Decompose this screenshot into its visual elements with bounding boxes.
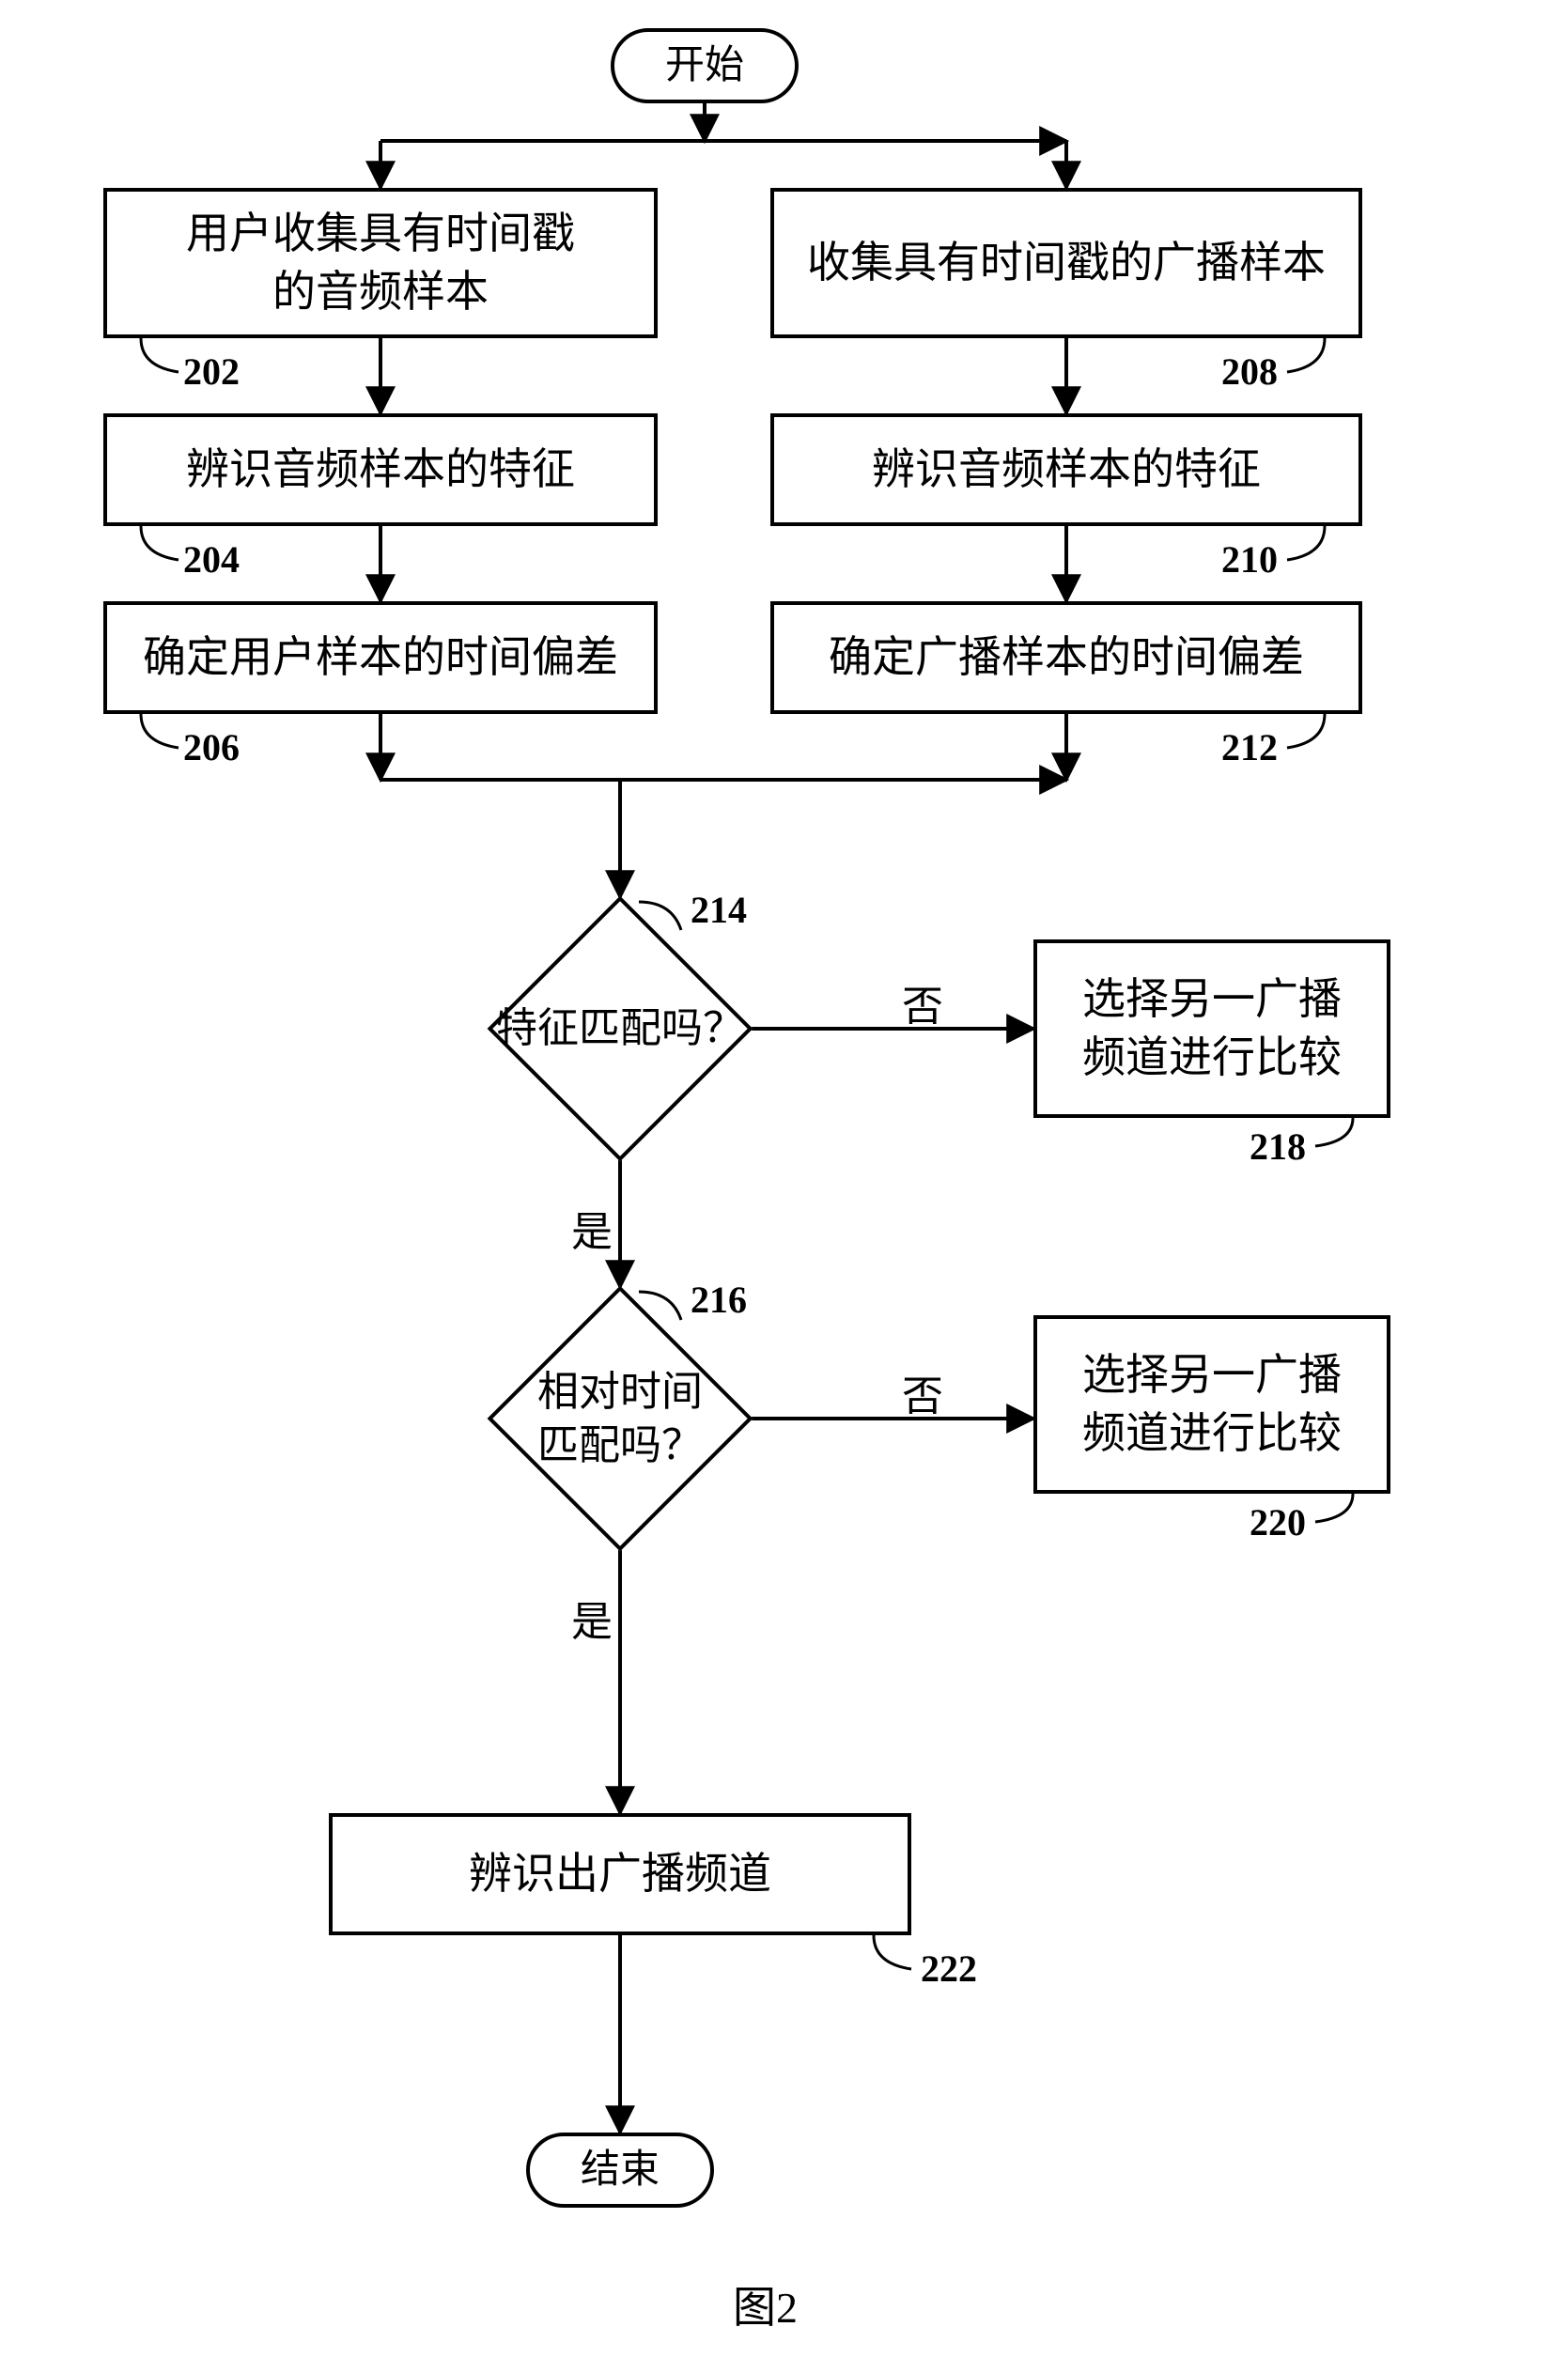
ref-204: 204 [183, 537, 240, 582]
process-204-text: 辨识音频样本的特征 [186, 441, 575, 499]
process-204: 辨识音频样本的特征 [103, 413, 658, 526]
ref-202: 202 [183, 349, 240, 394]
process-206-text: 确定用户样本的时间偏差 [143, 628, 618, 687]
process-208-text: 收集具有时间戳的广播样本 [807, 234, 1326, 292]
ref-208: 208 [1221, 349, 1278, 394]
ref-210: 210 [1221, 537, 1278, 582]
ref-216: 216 [691, 1278, 747, 1322]
process-218-text: 选择另一广播 频道进行比较 [1082, 970, 1342, 1087]
ref-212: 212 [1221, 725, 1278, 769]
decision-214-label: 特征匹配吗？ [496, 1001, 744, 1055]
start-label: 开始 [665, 39, 744, 93]
edge-214-no: 否 [902, 972, 943, 1032]
terminal-end: 结束 [526, 2133, 714, 2208]
ref-220: 220 [1250, 1500, 1306, 1544]
process-222: 辨识出广播频道 [329, 1813, 911, 1935]
edge-216-yes: 是 [571, 1588, 613, 1648]
ref-214: 214 [691, 888, 747, 932]
decision-216: 相对时间 匹配吗？ [489, 1287, 752, 1550]
decision-216-label: 相对时间 匹配吗？ [537, 1365, 703, 1472]
process-220: 选择另一广播 频道进行比较 [1033, 1315, 1390, 1494]
edge-214-yes: 是 [571, 1198, 613, 1258]
end-label: 结束 [581, 2144, 660, 2197]
process-210-text: 辨识音频样本的特征 [872, 441, 1261, 499]
process-220-text: 选择另一广播 频道进行比较 [1082, 1346, 1342, 1463]
process-208: 收集具有时间戳的广播样本 [770, 188, 1362, 338]
process-212-text: 确定广播样本的时间偏差 [829, 628, 1304, 687]
ref-218: 218 [1250, 1125, 1306, 1169]
process-218: 选择另一广播 频道进行比较 [1033, 939, 1390, 1118]
process-222-text: 辨识出广播频道 [469, 1845, 771, 1903]
process-202: 用户收集具有时间戳 的音频样本 [103, 188, 658, 338]
decision-214: 特征匹配吗？ [489, 897, 752, 1160]
decision-214-text: 特征匹配吗？ [489, 897, 752, 1160]
terminal-start: 开始 [611, 28, 799, 103]
process-210: 辨识音频样本的特征 [770, 413, 1362, 526]
process-212: 确定广播样本的时间偏差 [770, 601, 1362, 714]
process-202-text: 用户收集具有时间戳 的音频样本 [186, 205, 575, 321]
ref-222: 222 [921, 1947, 977, 1991]
figure-caption: 图2 [733, 2273, 798, 2335]
decision-216-text: 相对时间 匹配吗？ [489, 1287, 752, 1550]
edge-216-no: 否 [902, 1362, 943, 1422]
process-206: 确定用户样本的时间偏差 [103, 601, 658, 714]
ref-206: 206 [183, 725, 240, 769]
